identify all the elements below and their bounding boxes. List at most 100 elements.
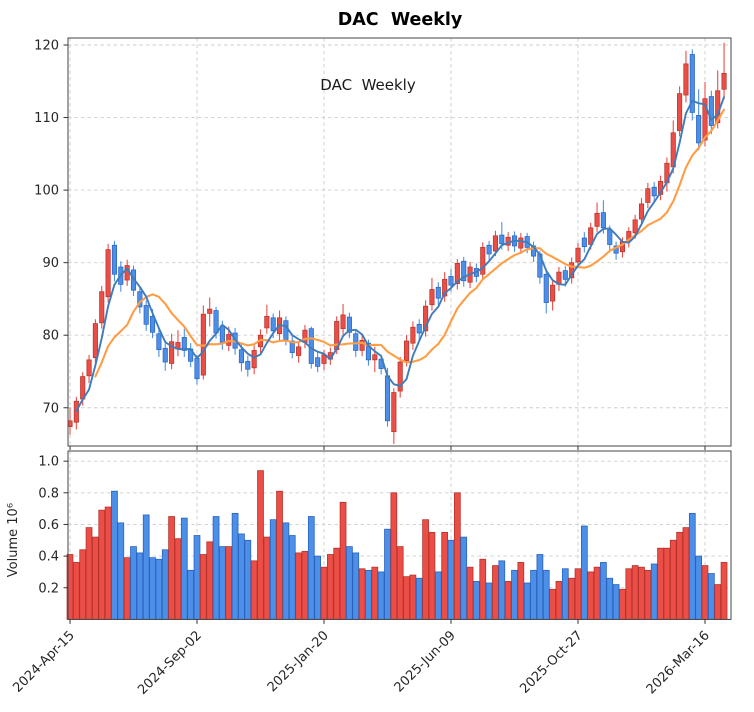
candle [68, 407, 73, 435]
volume-bar [244, 539, 252, 620]
volume-bar [225, 546, 233, 620]
candle [264, 304, 270, 334]
candle-body [423, 305, 429, 332]
volume-bar [587, 571, 595, 620]
candle-body [289, 340, 295, 353]
volume-bar [149, 557, 156, 620]
x-tick-label: 2026-Mar-16 [644, 628, 713, 697]
candle-body [429, 289, 435, 306]
ma-fast-line [75, 96, 725, 412]
volume-bar [117, 522, 125, 620]
volume-bar [85, 527, 93, 620]
volume-bar [326, 554, 334, 620]
volume-bar [187, 569, 194, 620]
volume-bar [123, 557, 131, 620]
volume-tick-label: 0.2 [38, 581, 59, 596]
candle [556, 267, 562, 291]
volume-bar [314, 555, 322, 620]
volume-bar [485, 582, 493, 620]
volume-bar [714, 584, 722, 620]
volume-bar [695, 555, 703, 620]
candle-body [499, 234, 505, 245]
candle-body [105, 249, 111, 298]
volume-bar [390, 492, 398, 620]
volume-bar [650, 563, 658, 620]
candle-body [696, 115, 702, 144]
candle-body [721, 72, 727, 90]
volume-bar [98, 509, 106, 620]
x-tick-label: 2024-Apr-15 [10, 628, 77, 695]
candle-body [645, 188, 651, 203]
candle-body [92, 323, 98, 359]
candle-body [156, 333, 162, 351]
volume-bar [498, 560, 506, 620]
candle-body [340, 314, 346, 330]
candle [359, 334, 365, 357]
volume-bar [644, 569, 652, 620]
volume-bar [396, 546, 404, 620]
candle [194, 354, 200, 385]
candle-body [581, 237, 587, 248]
volume-bar [441, 531, 449, 620]
volume-bar [193, 535, 201, 620]
volume-bar [161, 549, 169, 620]
volume-bar [269, 519, 277, 620]
candle-body [143, 305, 149, 325]
candle [581, 232, 587, 253]
volume-bar [219, 546, 226, 620]
candle [721, 42, 727, 100]
candle [245, 355, 251, 377]
candle [340, 304, 346, 335]
volume-bar [358, 568, 366, 620]
candle [708, 90, 714, 135]
volume-bar [377, 571, 385, 620]
candle [543, 270, 549, 314]
candle-body [607, 229, 613, 245]
gridlines [68, 38, 731, 620]
candle-body [689, 54, 695, 113]
volume-bar [92, 536, 99, 620]
candle [575, 243, 581, 268]
candle-body [461, 260, 467, 282]
candle [689, 49, 695, 121]
volume-bar [460, 536, 468, 620]
candle [416, 319, 422, 340]
candle-body [213, 310, 219, 334]
candle-body [435, 286, 441, 299]
volume-bar [523, 582, 531, 620]
candle-body [283, 320, 289, 340]
volume-bar [581, 525, 588, 620]
candle-body [594, 212, 600, 227]
candle [175, 330, 181, 357]
candle [92, 319, 98, 364]
candle [645, 182, 651, 209]
volume-bar [504, 581, 512, 620]
price-tick-label: 70 [42, 401, 59, 416]
volume-bar [428, 531, 436, 620]
candle [683, 50, 689, 103]
candle [626, 227, 632, 248]
candle-body [251, 350, 257, 369]
candle [124, 259, 130, 286]
candle [702, 82, 708, 147]
candle [429, 277, 435, 311]
candle-body [162, 347, 168, 363]
volume-tick-label: 0.8 [38, 486, 59, 501]
candle-body [492, 235, 499, 252]
candle-body [111, 244, 118, 275]
volume-bar [669, 539, 677, 620]
volume-tick-label: 0.4 [38, 550, 59, 565]
candle-body [518, 237, 524, 249]
volume-bar [130, 546, 137, 620]
candle-body [702, 98, 708, 141]
candle [200, 305, 206, 380]
volume-bar [638, 566, 645, 620]
volume-bars [66, 470, 728, 620]
candle [423, 300, 429, 337]
volume-bar [701, 565, 709, 620]
candle [86, 354, 92, 384]
candle-body [353, 333, 359, 351]
candle [181, 328, 187, 357]
candle-body [384, 375, 391, 422]
candle-body [600, 212, 606, 229]
